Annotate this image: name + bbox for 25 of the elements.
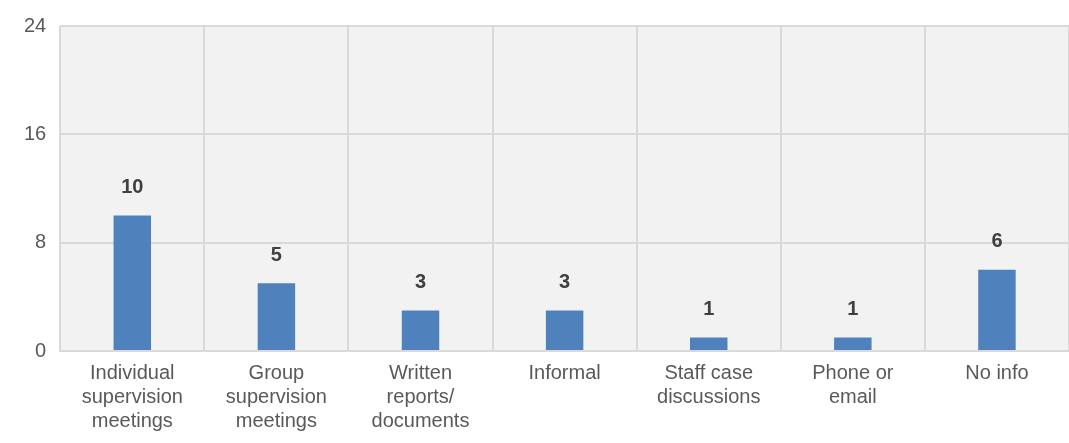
x-tick-label: Individual supervision meetings	[81, 360, 183, 431]
y-tick-label: 0	[35, 338, 47, 361]
data-label: 1	[703, 296, 715, 319]
y-tick-label: 24	[24, 13, 47, 36]
x-tick-label: No info	[965, 360, 1029, 383]
bar	[257, 283, 296, 350]
bar	[690, 337, 728, 350]
x-tick-label: Phone or email	[812, 360, 894, 407]
y-tick-label: 8	[35, 230, 47, 253]
data-label: 3	[559, 269, 571, 292]
bar	[834, 337, 872, 350]
x-tick-label: Written reports/ documents	[371, 360, 470, 431]
x-tick-label: Informal	[528, 360, 601, 383]
data-label: 1	[847, 296, 859, 319]
y-tick-label: 16	[24, 121, 47, 144]
x-tick-label: Group supervision meetings	[225, 360, 327, 431]
data-label: 3	[414, 269, 427, 292]
bar	[545, 310, 584, 350]
bar	[401, 310, 440, 350]
data-label: 6	[991, 229, 1003, 252]
x-tick-label: Staff case discussions	[657, 360, 761, 407]
data-label: 5	[270, 242, 282, 265]
bar	[978, 269, 1016, 350]
bar	[113, 215, 152, 350]
data-label: 10	[121, 175, 144, 198]
